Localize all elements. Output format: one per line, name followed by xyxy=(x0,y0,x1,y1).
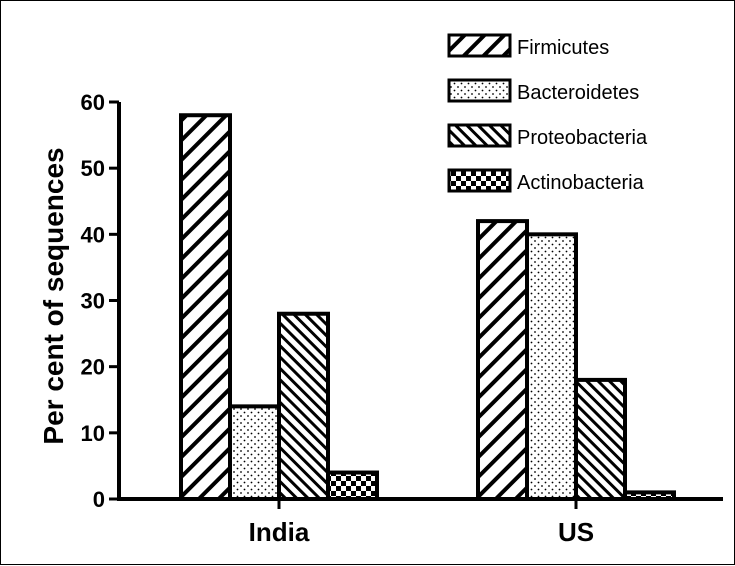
y-tick-label: 30 xyxy=(81,289,105,314)
bar-us-bacteroidetes xyxy=(525,232,578,501)
legend-swatch-firmicutes xyxy=(447,33,512,58)
bars xyxy=(179,113,676,501)
bar-us-firmicutes xyxy=(476,219,529,501)
bar-india-firmicutes xyxy=(179,113,232,501)
x-tick-label-us: US xyxy=(558,517,594,547)
legend-swatch-bacteroidetes xyxy=(447,78,512,103)
bar-india-actinobacteria xyxy=(326,470,379,501)
legend-label-proteobacteria: Proteobacteria xyxy=(517,127,648,149)
bar-india-proteobacteria xyxy=(277,311,330,501)
y-tick-label: 0 xyxy=(93,487,105,512)
legend-label-actinobacteria: Actinobacteria xyxy=(517,172,645,194)
legend-swatch-actinobacteria xyxy=(447,168,512,193)
y-tick-label: 20 xyxy=(81,355,105,380)
y-tick-label: 10 xyxy=(81,421,105,446)
legend-label-firmicutes: Firmicutes xyxy=(517,37,609,59)
legend: Firmicutes Bacteroidetes Proteobacteria Act… xyxy=(447,33,648,194)
legend-label-bacteroidetes: Bacteroidetes xyxy=(517,82,639,104)
y-tick-label: 40 xyxy=(81,222,105,247)
bar-us-proteobacteria xyxy=(574,377,627,501)
x-tick-label-india: India xyxy=(249,517,310,547)
bar-india-bacteroidetes xyxy=(228,404,281,501)
y-tick-label: 60 xyxy=(81,90,105,115)
legend-swatch-proteobacteria xyxy=(447,123,512,148)
y-axis-label: Per cent of sequences xyxy=(38,147,69,444)
y-tick-label: 50 xyxy=(81,156,105,181)
bar-us-actinobacteria xyxy=(623,490,676,501)
